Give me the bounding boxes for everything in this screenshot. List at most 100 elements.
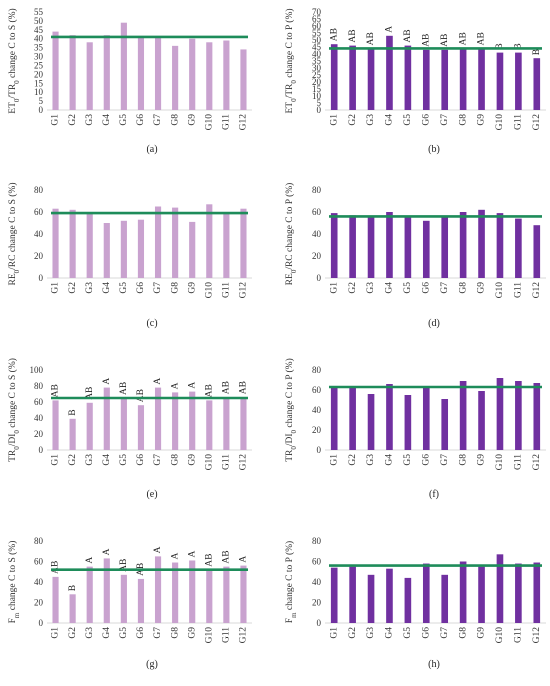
panel-g-bar-G12 [240, 565, 247, 623]
panel-e-bar-G12 [240, 397, 247, 450]
panel-g-ytick-0: 0 [39, 618, 44, 628]
panel-b-bar-G6 [422, 49, 430, 110]
panel-e-bar-G11 [223, 397, 230, 450]
panel-e-bar-G4 [103, 387, 110, 450]
panel-e-label: (e) [146, 489, 157, 500]
panel-e-letter-G3: AB [85, 387, 95, 400]
panel-d-ylabel: RE0/RC change C to P (%) [284, 183, 297, 286]
panel-d-bar-G11 [515, 218, 522, 278]
panel-g-bar-G10 [206, 569, 213, 623]
panel-f-xtick-G10: G10 [495, 454, 505, 471]
panel-d-xtick-G10: G10 [495, 282, 505, 299]
panel-f-xtick-G11: G11 [514, 454, 524, 470]
panel-d: 0 20 40 60 80 G1 G2 G3 G4 G5 G6 G7 G8 G9 G10 G11 G12 RE0/… [284, 183, 546, 329]
panel-b-bar-G10 [496, 52, 504, 110]
panel-d-bar-G7 [441, 217, 449, 278]
panel-h-bar-G2 [349, 566, 356, 623]
panel-h: 0 20 40 60 80 G1 G2 G3 G4 G5 G6 G7 G8 G9 G10 G11 G12 Fm c… [284, 536, 546, 670]
panel-b-ytick-13: 65 [312, 14, 322, 24]
panel-b-bar-G3 [367, 48, 375, 110]
panel-b-xtick-G4: G4 [385, 114, 395, 126]
panel-g-letter-G10: AB [204, 553, 214, 566]
panel-f-ylabel: TR0/DI0 change C to P (%) [284, 358, 297, 462]
panel-g-letter-G11: AB [222, 550, 232, 563]
panel-g-xtick-G11: G11 [222, 627, 232, 643]
panel-g-bar-G4 [103, 558, 110, 623]
panel-b-ytick-12: 60 [312, 21, 322, 31]
panel-a-ytick-4: 20 [34, 69, 44, 79]
panel-e-xtick-G1: G1 [51, 454, 61, 466]
panel-e-letter-G4: A [102, 378, 112, 385]
panel-b-bar-G12 [533, 58, 541, 110]
panel-c-bar-G4 [103, 223, 110, 278]
panel-a-ytick-6: 30 [34, 52, 44, 62]
panel-a-ytick-10: 50 [34, 16, 44, 26]
panel-h-ylabel: Fm change C to P (%) [284, 541, 297, 623]
panel-b-xtick-G7: G7 [440, 114, 450, 126]
panel-b-xtick-G2: G2 [348, 114, 358, 126]
panel-c-ytick-0: 0 [39, 273, 44, 283]
panel-h-ytick-3: 60 [312, 557, 322, 567]
panel-b-letter-G7: AB [440, 34, 450, 47]
panel-b-ytick-7: 35 [312, 56, 322, 66]
panel-b-bar-G5 [404, 45, 412, 110]
panel-a-xtick-G1: G1 [51, 114, 61, 126]
panel-d-ytick-3: 60 [312, 207, 322, 217]
panel-c-xtick-G3: G3 [85, 282, 95, 294]
panel-h-ytick-1: 20 [312, 598, 322, 608]
panel-a-xtick-G11: G11 [222, 114, 232, 130]
panel-c-bar-G3 [86, 212, 93, 278]
panel-g-xtick-G1: G1 [51, 627, 61, 639]
panel-g-xtick-G8: G8 [170, 627, 180, 639]
panel-f-xtick-G6: G6 [421, 454, 431, 466]
panel-g: 0 20 40 60 80 G1 AB G2 B G3 A G4 A G5 AB G6 AB G7 A G8 A G9 A G… [7, 536, 252, 670]
panel-h-ytick-2: 40 [312, 577, 322, 587]
panel-b-letter-G3: AB [366, 32, 376, 45]
panel-d-xtick-G4: G4 [385, 282, 395, 294]
panel-b-xtick-G6: G6 [421, 114, 431, 126]
panel-d-xtick-G12: G12 [532, 282, 542, 299]
panel-c-bar-G12 [240, 208, 247, 278]
panel-c-xtick-G9: G9 [187, 282, 197, 294]
panel-e-xtick-G2: G2 [68, 454, 78, 466]
panel-f-bar-G5 [404, 395, 412, 450]
panel-d-xtick-G1: G1 [329, 282, 339, 294]
panel-g-ytick-1: 20 [34, 598, 44, 608]
panel-c-bar-G5 [120, 220, 127, 278]
panel-g-xtick-G6: G6 [136, 627, 146, 639]
panel-g-bar-G6 [137, 578, 145, 623]
panel-g-ylabel: Fm change C to S (%) [7, 541, 20, 624]
panel-g-xtick-G5: G5 [119, 627, 129, 639]
panel-g-letter-G8: A [170, 553, 180, 560]
panel-a-bar-G8 [172, 45, 179, 110]
panel-b-ytick-4: 20 [312, 77, 322, 87]
panel-e-bar-G2 [69, 418, 76, 450]
panel-b-ytick-5: 25 [312, 70, 322, 80]
panel-b-xtick-G10: G10 [495, 114, 505, 131]
panel-f-bar-G12 [533, 383, 541, 450]
panel-c-bar-G6 [137, 219, 145, 278]
panel-g-letter-G9: A [187, 550, 197, 557]
panel-a-xtick-G4: G4 [102, 114, 112, 126]
panel-e-xtick-G5: G5 [119, 454, 129, 466]
panel-c-xtick-G11: G11 [222, 282, 232, 298]
panel-b-ytick-1: 5 [317, 98, 322, 108]
panel-h-bar-G5 [404, 577, 412, 623]
panel-d-label: (d) [428, 318, 440, 329]
panel-c-bar-G2 [69, 209, 76, 278]
panel-a-bar-G5 [120, 22, 127, 110]
panel-h-xtick-G12: G12 [532, 627, 542, 644]
panel-h-xtick-G10: G10 [495, 627, 505, 644]
panel-g-xtick-G3: G3 [85, 627, 95, 639]
panel-a-bar-G4 [103, 35, 110, 110]
panel-e-xtick-G7: G7 [153, 454, 163, 466]
panel-e-xtick-G11: G11 [222, 454, 232, 470]
panel-f-xtick-G1: G1 [329, 454, 339, 466]
panel-c-ytick-2: 40 [34, 229, 44, 239]
panel-a-bar-G12 [240, 49, 247, 110]
panel-e-letter-G9: A [187, 382, 197, 389]
panel-a-ytick-0: 0 [39, 105, 44, 115]
panel-f-bar-G11 [515, 381, 522, 450]
panel-a-ytick-11: 55 [34, 7, 44, 17]
panel-d-ytick-1: 20 [312, 251, 322, 261]
